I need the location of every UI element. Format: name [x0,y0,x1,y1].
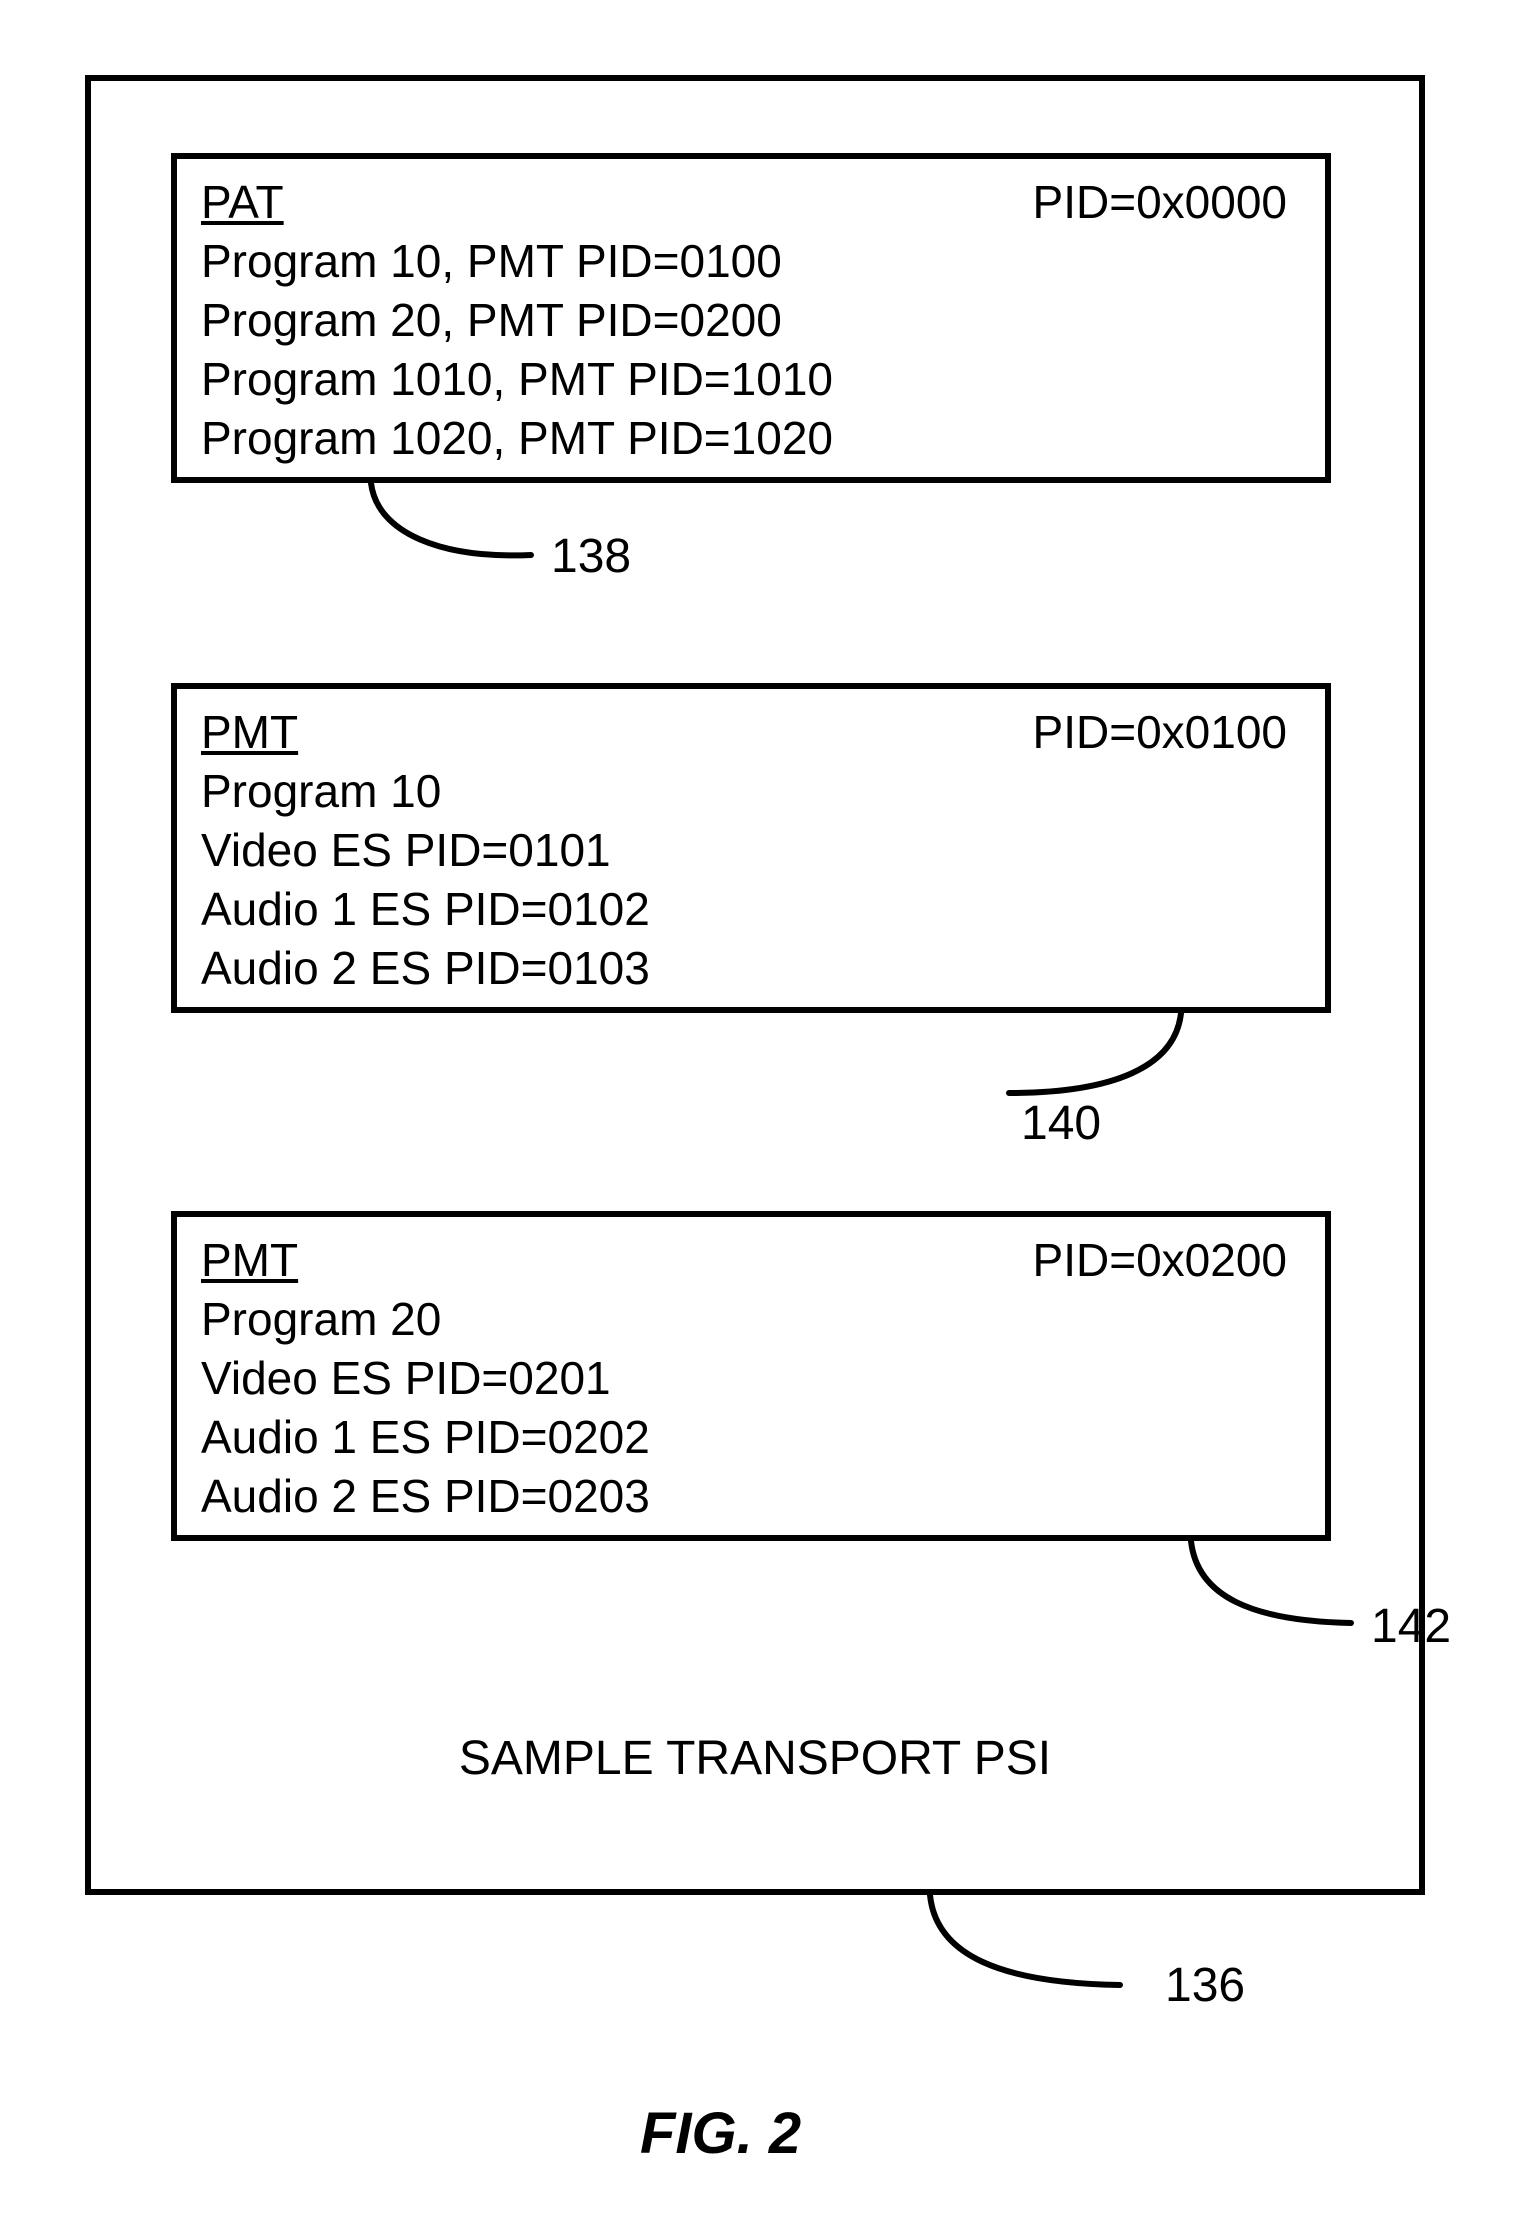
pat-callout-line [371,483,571,583]
pmt2-callout-line [1191,1541,1371,1651]
pmt2-pid-label: PID=0x0200 [1033,1231,1287,1290]
figure-caption: SAMPLE TRANSPORT PSI [91,1731,1419,1786]
pat-ref-number: 138 [551,529,631,584]
pat-pid-label: PID=0x0000 [1033,173,1287,232]
pmt2-title: PMT [201,1231,298,1290]
outer-container-box: PAT PID=0x0000 Program 10, PMT PID=0100 … [85,75,1425,1895]
pmt1-table: PMT PID=0x0100 Program 10 Video ES PID=0… [171,683,1331,1013]
pmt2-table: PMT PID=0x0200 Program 20 Video ES PID=0… [171,1211,1331,1541]
pmt2-line-1: Video ES PID=0201 [201,1349,1301,1408]
pat-title: PAT [201,173,284,232]
pmt1-line-0: Program 10 [201,762,1301,821]
figure-label: FIG. 2 [640,2100,801,2167]
outer-ref-number: 136 [1165,1958,1245,2013]
pmt2-line-0: Program 20 [201,1290,1301,1349]
pmt2-line-3: Audio 2 ES PID=0203 [201,1467,1301,1526]
outer-callout-line [930,1895,1150,2015]
pmt1-line-1: Video ES PID=0101 [201,821,1301,880]
pmt1-line-3: Audio 2 ES PID=0103 [201,939,1301,998]
pmt2-ref-number: 142 [1371,1599,1451,1654]
pat-line-1: Program 20, PMT PID=0200 [201,291,1301,350]
pmt1-pid-label: PID=0x0100 [1033,703,1287,762]
pmt1-line-2: Audio 1 ES PID=0102 [201,880,1301,939]
pmt1-ref-number: 140 [1021,1096,1101,1151]
pat-line-2: Program 1010, PMT PID=1010 [201,350,1301,409]
pat-table: PAT PID=0x0000 Program 10, PMT PID=0100 … [171,153,1331,483]
pmt2-line-2: Audio 1 ES PID=0202 [201,1408,1301,1467]
pat-line-3: Program 1020, PMT PID=1020 [201,409,1301,468]
pmt1-title: PMT [201,703,298,762]
pat-line-0: Program 10, PMT PID=0100 [201,232,1301,291]
page: PAT PID=0x0000 Program 10, PMT PID=0100 … [0,0,1513,2213]
